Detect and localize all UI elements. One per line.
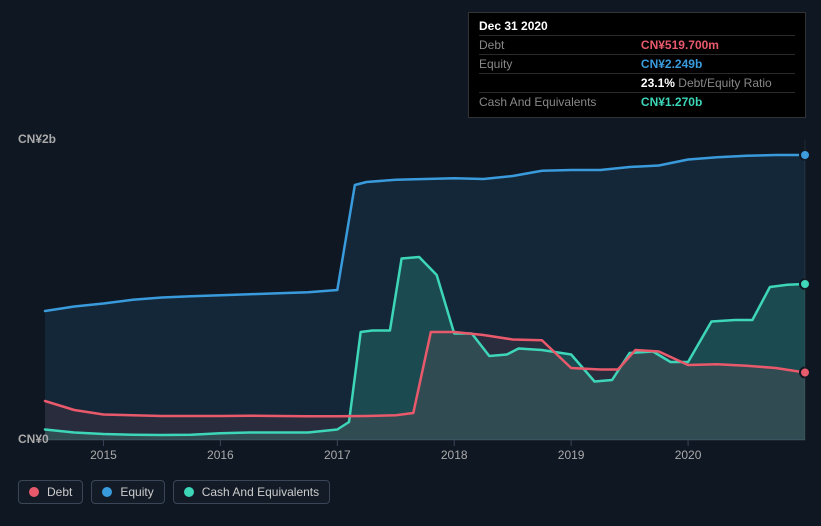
tooltip-row-value: CN¥1.270b (641, 93, 795, 112)
chart-container: Dec 31 2020 DebtCN¥519.700mEquityCN¥2.24… (0, 0, 821, 526)
legend-swatch (29, 487, 39, 497)
tooltip-row-label: Debt (479, 36, 641, 55)
tooltip-row-label (479, 74, 641, 93)
legend-item[interactable]: Debt (18, 480, 83, 504)
x-tick-label: 2019 (558, 448, 585, 462)
tooltip-row-label: Cash And Equivalents (479, 93, 641, 112)
tooltip-row-value: 23.1% Debt/Equity Ratio (641, 74, 795, 93)
tooltip-table: DebtCN¥519.700mEquityCN¥2.249b23.1% Debt… (479, 35, 795, 111)
x-tick-label: 2015 (90, 448, 117, 462)
tooltip-row-label: Equity (479, 55, 641, 74)
x-tick-label: 2017 (324, 448, 351, 462)
chart-legend: Debt Equity Cash And Equivalents (18, 480, 330, 504)
tooltip-date: Dec 31 2020 (479, 19, 795, 33)
x-tick-label: 2018 (441, 448, 468, 462)
legend-item[interactable]: Equity (91, 480, 164, 504)
y-tick-label: CN¥2b (18, 132, 56, 146)
tooltip-row-value: CN¥2.249b (641, 55, 795, 74)
legend-label: Cash And Equivalents (202, 485, 319, 499)
legend-swatch (184, 487, 194, 497)
x-tick-label: 2020 (675, 448, 702, 462)
legend-swatch (102, 487, 112, 497)
y-tick-label: CN¥0 (18, 432, 49, 446)
chart-tooltip: Dec 31 2020 DebtCN¥519.700mEquityCN¥2.24… (468, 12, 806, 118)
x-tick-label: 2016 (207, 448, 234, 462)
legend-label: Debt (47, 485, 72, 499)
tooltip-row-value: CN¥519.700m (641, 36, 795, 55)
legend-item[interactable]: Cash And Equivalents (173, 480, 330, 504)
legend-label: Equity (120, 485, 153, 499)
